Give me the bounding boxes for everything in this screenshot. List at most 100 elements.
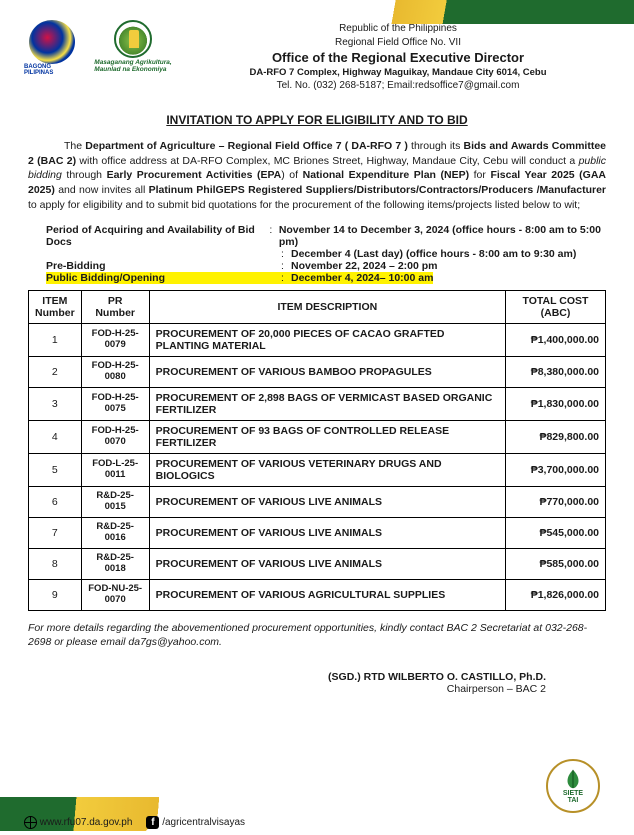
schedule-block: Period of Acquiring and Availability of … bbox=[46, 224, 606, 284]
facebook-icon: f bbox=[146, 816, 159, 829]
t: ) of bbox=[281, 169, 302, 181]
cell-num: 7 bbox=[29, 517, 82, 548]
website-link[interactable]: www.rfu07.da.gov.ph bbox=[24, 816, 132, 829]
cell-desc: PROCUREMENT OF VARIOUS LIVE ANIMALS bbox=[149, 548, 505, 579]
cell-pr: FOD-L-25-0011 bbox=[81, 454, 149, 487]
seal-line1: SIETE bbox=[563, 790, 583, 797]
siete-tai-seal: SIETE TAI bbox=[546, 759, 600, 813]
logo2-tagline: Masaganang Agrikultura, Maunlad na Ekono… bbox=[94, 60, 171, 74]
cell-pr: R&D-25-0018 bbox=[81, 548, 149, 579]
cell-num: 5 bbox=[29, 454, 82, 487]
seal-line2: TAI bbox=[568, 797, 579, 804]
table-row: 1FOD-H-25-0079PROCUREMENT OF 20,000 PIEC… bbox=[29, 324, 606, 357]
cell-desc: PROCUREMENT OF 93 BAGS OF CONTROLLED REL… bbox=[149, 421, 505, 454]
cell-num: 2 bbox=[29, 357, 82, 388]
agri-seal-icon bbox=[114, 20, 152, 58]
th-desc: ITEM DESCRIPTION bbox=[149, 291, 505, 324]
table-row: 5FOD-L-25-0011PROCUREMENT OF VARIOUS VET… bbox=[29, 454, 606, 487]
url-text: www.rfu07.da.gov.ph bbox=[40, 817, 133, 828]
cell-num: 6 bbox=[29, 487, 82, 518]
th-cost: TOTAL COST (ABC) bbox=[506, 291, 606, 324]
hdr-line2: Regional Field Office No. VII bbox=[186, 36, 610, 50]
v: December 4 (Last day) (office hours - 8:… bbox=[291, 248, 576, 260]
cell-desc: PROCUREMENT OF VARIOUS LIVE ANIMALS bbox=[149, 487, 505, 518]
t: Early Procurement Activities (EPA bbox=[107, 169, 282, 181]
cell-num: 1 bbox=[29, 324, 82, 357]
items-table: ITEM Number PR Number ITEM DESCRIPTION T… bbox=[28, 290, 606, 610]
dates-row: : December 4 (Last day) (office hours - … bbox=[46, 248, 606, 260]
t: with office address at DA-RFO Complex, M… bbox=[76, 155, 578, 167]
table-row: 3FOD-H-25-0075PROCUREMENT OF 2,898 BAGS … bbox=[29, 388, 606, 421]
cell-cost: ₱545,000.00 bbox=[506, 517, 606, 548]
sig-name: (SGD.) RTD WILBERTO O. CASTILLO, Ph.D. bbox=[28, 671, 546, 683]
table-row: 8R&D-25-0018PROCUREMENT OF VARIOUS LIVE … bbox=[29, 548, 606, 579]
t: Department of Agriculture – Regional Fie… bbox=[85, 140, 408, 152]
cell-desc: PROCUREMENT OF VARIOUS AGRICULTURAL SUPP… bbox=[149, 579, 505, 610]
cell-num: 4 bbox=[29, 421, 82, 454]
facebook-link[interactable]: f /agricentralvisayas bbox=[146, 816, 245, 829]
cell-cost: ₱829,800.00 bbox=[506, 421, 606, 454]
cell-pr: FOD-H-25-0079 bbox=[81, 324, 149, 357]
table-header-row: ITEM Number PR Number ITEM DESCRIPTION T… bbox=[29, 291, 606, 324]
table-row: 6R&D-25-0015PROCUREMENT OF VARIOUS LIVE … bbox=[29, 487, 606, 518]
table-row: 2FOD-H-25-0080PROCUREMENT OF VARIOUS BAM… bbox=[29, 357, 606, 388]
t: National Expenditure Plan (NEP) bbox=[303, 169, 469, 181]
doc-title: INVITATION TO APPLY FOR ELIGIBILITY AND … bbox=[0, 113, 634, 127]
cell-cost: ₱1,830,000.00 bbox=[506, 388, 606, 421]
t: Platinum PhilGEPS Registered Suppliers/D… bbox=[149, 184, 606, 196]
fb-text: /agricentralvisayas bbox=[162, 817, 245, 828]
table-row: 4FOD-H-25-0070PROCUREMENT OF 93 BAGS OF … bbox=[29, 421, 606, 454]
cell-cost: ₱585,000.00 bbox=[506, 548, 606, 579]
table-row: 9FOD-NU-25-0070PROCUREMENT OF VARIOUS AG… bbox=[29, 579, 606, 610]
logo1-label: BAGONG PILIPINAS bbox=[24, 64, 80, 76]
dates-row: Pre-Bidding: November 22, 2024 – 2:00 pm bbox=[46, 260, 606, 272]
hdr-line1: Republic of the Philippines bbox=[186, 22, 610, 36]
k: Pre-Bidding bbox=[46, 260, 281, 272]
cell-cost: ₱1,400,000.00 bbox=[506, 324, 606, 357]
dates-row: Period of Acquiring and Availability of … bbox=[46, 224, 606, 248]
v: November 22, 2024 – 2:00 pm bbox=[291, 260, 438, 272]
cell-pr: FOD-H-25-0075 bbox=[81, 388, 149, 421]
cell-cost: ₱1,826,000.00 bbox=[506, 579, 606, 610]
header-text: Republic of the Philippines Regional Fie… bbox=[186, 20, 610, 93]
hdr-addr: DA-RFO 7 Complex, Highway Maguikay, Mand… bbox=[186, 67, 610, 80]
cell-desc: PROCUREMENT OF VARIOUS VETERINARY DRUGS … bbox=[149, 454, 505, 487]
cell-pr: FOD-H-25-0070 bbox=[81, 421, 149, 454]
v: November 14 to December 3, 2024 (office … bbox=[279, 224, 606, 248]
t: through its bbox=[408, 140, 464, 152]
leaf-icon bbox=[562, 768, 584, 790]
cell-cost: ₱8,380,000.00 bbox=[506, 357, 606, 388]
cell-desc: PROCUREMENT OF 20,000 PIECES OF CACAO GR… bbox=[149, 324, 505, 357]
page-footer-links: www.rfu07.da.gov.ph f /agricentralvisaya… bbox=[24, 816, 245, 829]
cell-desc: PROCUREMENT OF 2,898 BAGS OF VERMICAST B… bbox=[149, 388, 505, 421]
cell-cost: ₱770,000.00 bbox=[506, 487, 606, 518]
v: December 4, 2024– 10:00 am bbox=[291, 272, 433, 284]
cell-pr: FOD-H-25-0080 bbox=[81, 357, 149, 388]
cell-cost: ₱3,700,000.00 bbox=[506, 454, 606, 487]
t: through bbox=[62, 169, 107, 181]
t: and now invites all bbox=[55, 184, 149, 196]
cell-num: 8 bbox=[29, 548, 82, 579]
logo-agriculture: Masaganang Agrikultura, Maunlad na Ekono… bbox=[92, 20, 174, 76]
intro-paragraph: The Department of Agriculture – Regional… bbox=[28, 139, 606, 212]
k: Period of Acquiring and Availability of … bbox=[46, 224, 269, 248]
t: to apply for eligibility and to submit b… bbox=[28, 199, 580, 211]
th-pr: PR Number bbox=[81, 291, 149, 324]
k: Public Bidding/Opening bbox=[46, 272, 281, 284]
cell-num: 3 bbox=[29, 388, 82, 421]
cell-desc: PROCUREMENT OF VARIOUS LIVE ANIMALS bbox=[149, 517, 505, 548]
cell-pr: R&D-25-0015 bbox=[81, 487, 149, 518]
dates-row: Public Bidding/Opening: December 4, 2024… bbox=[46, 272, 606, 284]
globe-icon bbox=[24, 816, 37, 829]
cell-pr: R&D-25-0016 bbox=[81, 517, 149, 548]
logo-seal-icon bbox=[29, 20, 75, 64]
content: The Department of Agriculture – Regional… bbox=[0, 139, 634, 695]
th-item: ITEM Number bbox=[29, 291, 82, 324]
cell-num: 9 bbox=[29, 579, 82, 610]
logo-bagong-pilipinas: BAGONG PILIPINAS bbox=[24, 20, 80, 76]
cell-pr: FOD-NU-25-0070 bbox=[81, 579, 149, 610]
hdr-contact: Tel. No. (032) 268-5187; Email:redsoffic… bbox=[186, 79, 610, 93]
sig-role: Chairperson – BAC 2 bbox=[28, 683, 546, 695]
t: The bbox=[64, 140, 85, 152]
cell-desc: PROCUREMENT OF VARIOUS BAMBOO PROPAGULES bbox=[149, 357, 505, 388]
